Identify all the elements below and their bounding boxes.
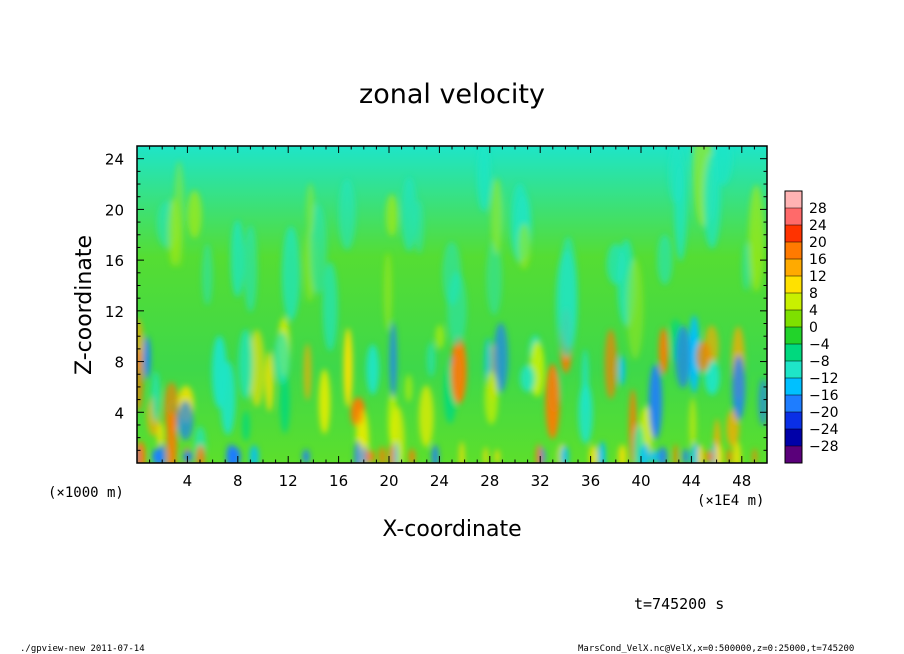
x-tick-label: 48 <box>732 472 751 490</box>
x-axis-scale-note: (×1E4 m) <box>697 493 764 509</box>
colorbar-segment <box>785 293 802 311</box>
colorbar-label: 20 <box>809 235 827 251</box>
colorbar-segment <box>785 344 802 362</box>
x-tick-label: 32 <box>531 472 550 490</box>
x-tick-label: 8 <box>233 472 243 490</box>
chart-title: zonal velocity <box>359 79 545 110</box>
x-tick-label: 12 <box>279 472 298 490</box>
colorbar-label: −24 <box>809 422 839 438</box>
y-tick-label: 16 <box>105 252 124 270</box>
colorbar-label: 12 <box>809 269 827 285</box>
colorbar-segment <box>785 276 802 294</box>
colorbar-label: −4 <box>809 337 830 353</box>
colorbar-label: −28 <box>809 439 839 455</box>
time-annotation: t=745200 s <box>634 595 724 613</box>
x-tick-label: 4 <box>183 472 193 490</box>
colorbar-label: −8 <box>809 354 830 370</box>
colorbar-segment <box>785 429 802 447</box>
x-tick-label: 20 <box>379 472 398 490</box>
y-tick-label: 4 <box>114 404 124 422</box>
colorbar-segment <box>785 361 802 379</box>
y-tick-label: 24 <box>105 151 124 169</box>
colorbar-label: 0 <box>809 320 818 336</box>
colorbar-segment <box>785 446 802 464</box>
colorbar-segment <box>785 225 802 243</box>
colorbar-label: 8 <box>809 286 818 302</box>
colorbar-label: −20 <box>809 405 839 421</box>
y-tick-label: 20 <box>105 201 124 219</box>
x-tick-label: 44 <box>682 472 701 490</box>
colorbar-segment <box>785 327 802 345</box>
colorbar-label: 28 <box>809 201 827 217</box>
heatmap-field <box>137 146 767 463</box>
colorbar-label: −16 <box>809 388 839 404</box>
colorbar-label: −12 <box>809 371 839 387</box>
x-tick-label: 28 <box>480 472 499 490</box>
colorbar-segment <box>785 208 802 226</box>
colorbar-segment <box>785 259 802 277</box>
colorbar-segment <box>785 310 802 328</box>
y-tick-label: 12 <box>105 303 124 321</box>
footer-right: MarsCond_VelX.nc@VelX,x=0:500000,z=0:250… <box>578 644 854 654</box>
footer-left: ./gpview-new 2011-07-14 <box>20 644 145 654</box>
colorbar-label: 16 <box>809 252 827 268</box>
colorbar-segment <box>785 191 802 209</box>
colorbar-label: 24 <box>809 218 827 234</box>
y-tick-label: 8 <box>114 354 124 372</box>
colorbar-segment <box>785 378 802 396</box>
y-axis-label: Z-coordinate <box>72 235 97 375</box>
x-tick-label: 16 <box>329 472 348 490</box>
colorbar-segment <box>785 412 802 430</box>
x-axis: 4 8 12 16 20 24 28 32 36 40 44 48 <box>149 146 755 490</box>
x-tick-label: 40 <box>631 472 650 490</box>
y-axis: 4 8 12 16 20 24 <box>105 151 767 451</box>
colorbar-label: 4 <box>809 303 818 319</box>
y-axis-scale-note: (×1000 m) <box>48 485 124 501</box>
x-tick-label: 24 <box>430 472 449 490</box>
x-tick-label: 36 <box>581 472 600 490</box>
colorbar-segment <box>785 395 802 413</box>
x-axis-label: X-coordinate <box>382 517 521 542</box>
colorbar-segment <box>785 242 802 260</box>
